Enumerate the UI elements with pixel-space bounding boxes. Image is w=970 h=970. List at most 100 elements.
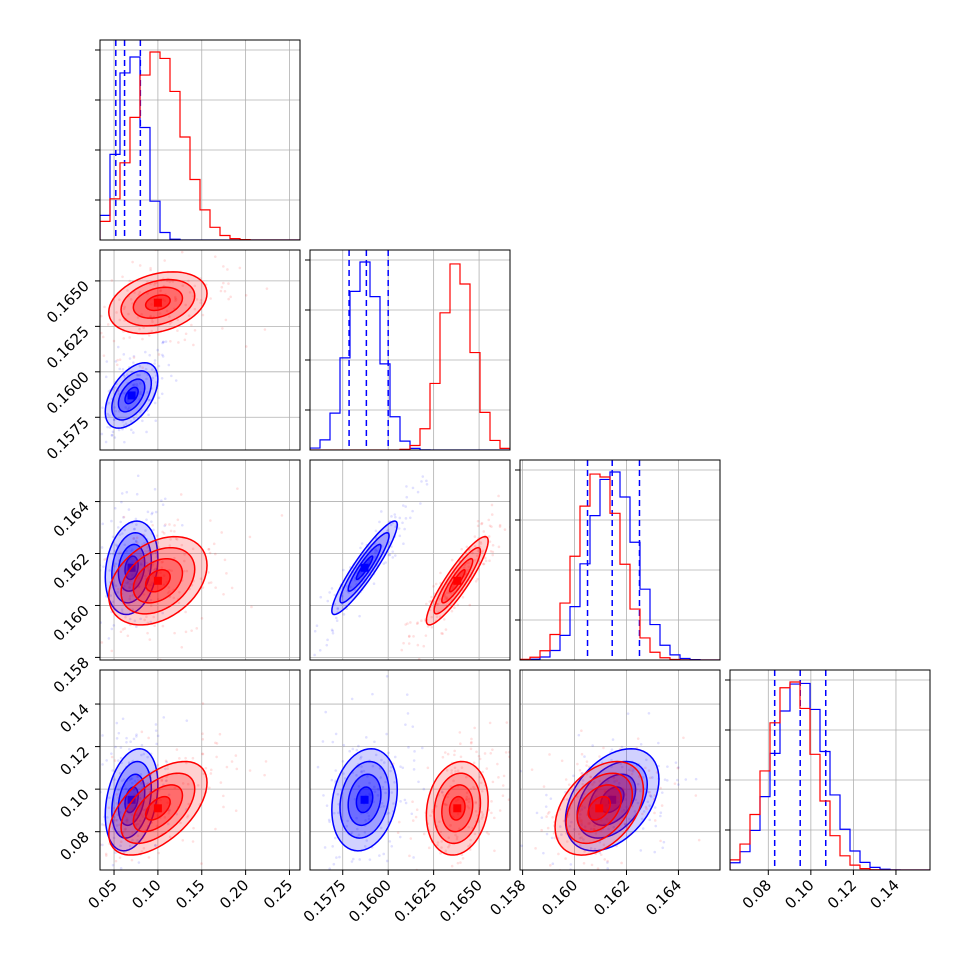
sample-point xyxy=(384,791,387,795)
sample-point xyxy=(333,811,336,815)
sample-point xyxy=(195,298,199,301)
sample-point xyxy=(116,358,119,362)
sample-point xyxy=(161,298,165,301)
sample-point xyxy=(564,778,568,781)
sample-point xyxy=(139,392,142,396)
sample-point xyxy=(168,835,172,839)
sample-point xyxy=(673,782,677,785)
sample-point xyxy=(180,523,184,527)
sample-point xyxy=(387,751,390,755)
sample-point xyxy=(131,593,135,597)
sample-point xyxy=(148,334,151,337)
sample-point xyxy=(550,836,554,840)
sample-point xyxy=(606,859,609,863)
sample-point xyxy=(141,871,144,874)
sample-point xyxy=(390,845,394,848)
sample-point xyxy=(594,795,598,798)
sample-point xyxy=(662,840,666,844)
sample-point xyxy=(378,854,381,857)
sample-point xyxy=(366,561,370,565)
panel-0-0 xyxy=(95,39,301,241)
sample-point xyxy=(436,602,440,606)
sample-point xyxy=(331,740,335,744)
sample-point xyxy=(101,335,105,339)
sample-point xyxy=(614,804,618,808)
sample-point xyxy=(149,314,153,318)
sample-point xyxy=(629,766,633,769)
sample-point xyxy=(159,798,162,802)
sample-point xyxy=(186,782,190,786)
sample-point xyxy=(155,824,159,828)
sample-point xyxy=(153,362,156,365)
sample-point xyxy=(157,546,161,549)
sample-point xyxy=(620,861,623,865)
sample-point xyxy=(384,780,387,784)
sample-point xyxy=(355,774,358,777)
sample-point xyxy=(639,742,643,746)
sample-point xyxy=(501,794,505,797)
x-tick-label: 0.162 xyxy=(590,876,633,919)
x-tick-label: 0.05 xyxy=(85,876,121,912)
sample-point xyxy=(133,383,136,386)
sample-point xyxy=(530,768,534,771)
sample-point xyxy=(163,259,166,262)
sample-point xyxy=(166,591,170,595)
sample-point xyxy=(388,840,392,843)
sample-point xyxy=(191,840,195,843)
contour-line-blue xyxy=(117,773,146,827)
sample-point xyxy=(153,624,156,628)
sample-point xyxy=(161,530,164,534)
sample-point xyxy=(184,332,188,336)
sample-point xyxy=(422,644,426,648)
sample-point xyxy=(96,820,99,823)
sample-point xyxy=(368,792,371,796)
sample-point xyxy=(341,760,345,763)
sample-point xyxy=(222,593,225,596)
sample-point xyxy=(553,836,557,840)
sample-point xyxy=(132,361,135,364)
sample-point xyxy=(207,571,210,574)
sample-point xyxy=(328,820,331,824)
sample-point xyxy=(95,563,98,566)
sample-point xyxy=(368,781,371,785)
sample-point xyxy=(131,781,134,785)
sample-point xyxy=(455,835,459,839)
sample-point xyxy=(167,809,171,813)
sample-point xyxy=(534,847,537,850)
sample-point xyxy=(473,535,477,538)
sample-point xyxy=(403,798,407,802)
sample-point xyxy=(466,805,469,808)
sample-point xyxy=(613,780,616,783)
sample-point xyxy=(190,629,193,632)
peak-marker-red xyxy=(153,576,162,585)
sample-point xyxy=(404,723,407,726)
sample-point xyxy=(446,591,449,595)
sample-point xyxy=(184,303,188,307)
sample-point xyxy=(121,927,124,930)
sample-point xyxy=(373,785,376,789)
sample-point xyxy=(120,608,124,612)
sample-point xyxy=(624,793,628,796)
sample-point xyxy=(414,815,418,819)
sample-point xyxy=(496,762,499,766)
sample-point xyxy=(110,627,114,631)
sample-point xyxy=(151,564,155,567)
sample-point xyxy=(162,574,166,577)
sample-point xyxy=(95,403,98,406)
sample-point xyxy=(618,748,622,751)
sample-point xyxy=(97,331,100,334)
sample-point xyxy=(88,807,91,810)
sample-point xyxy=(208,786,211,790)
sample-point xyxy=(110,876,113,879)
sample-point xyxy=(183,338,187,342)
sample-point xyxy=(649,794,653,798)
sample-point xyxy=(328,591,331,594)
sample-point xyxy=(648,790,652,794)
sample-point xyxy=(456,812,460,816)
sample-point xyxy=(578,816,581,820)
sample-point xyxy=(482,530,486,533)
sample-point xyxy=(118,358,122,361)
sample-point xyxy=(477,820,481,823)
sample-point xyxy=(676,778,679,782)
sample-point xyxy=(654,824,658,828)
